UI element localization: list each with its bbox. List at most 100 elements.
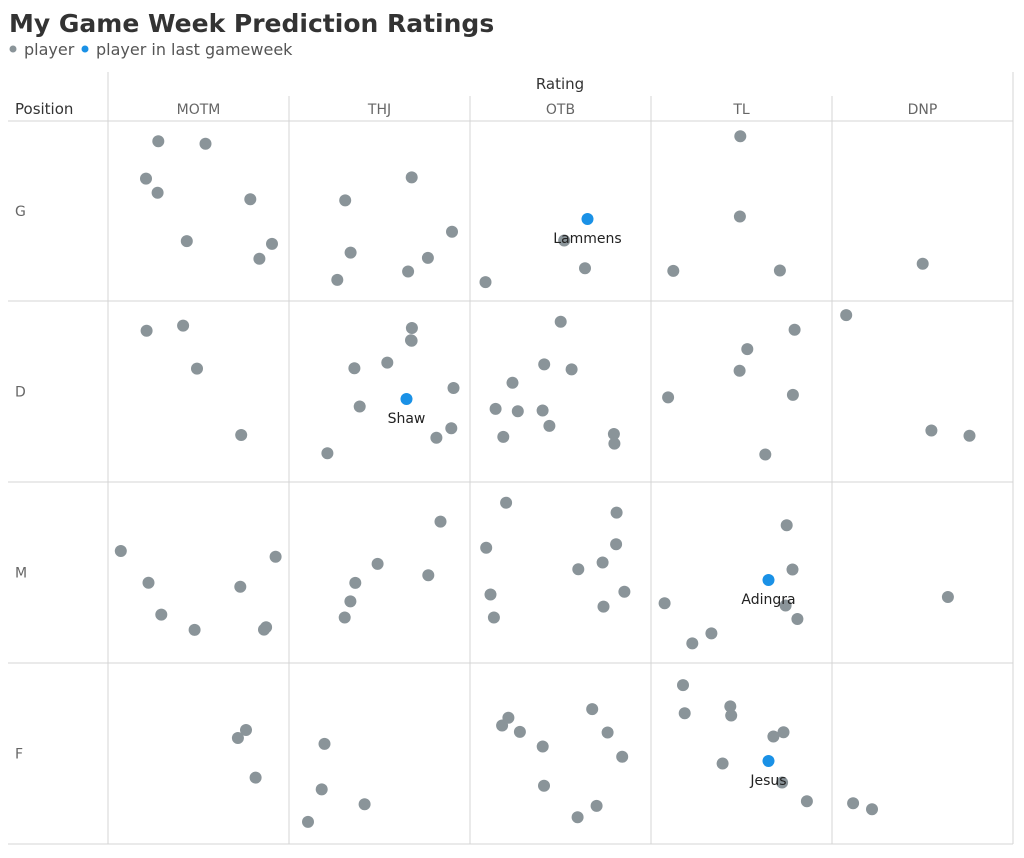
player-point-d-thj (381, 356, 394, 369)
player-point-g-tl (733, 210, 746, 223)
player-point-g-motm (180, 235, 193, 248)
player-point-m-tl (686, 637, 699, 650)
player-point-d-thj (430, 431, 443, 444)
player-point-d-tl (788, 323, 801, 336)
player-point-d-otb (506, 376, 519, 389)
player-point-g-thj (421, 251, 434, 264)
player-point-f-tl (725, 709, 738, 722)
player-point-f-tl (776, 776, 789, 789)
player-point-f-dnp (847, 797, 860, 810)
player-point-m-tl (791, 613, 804, 625)
player-point-m-motm (114, 545, 127, 557)
player-point-f-otb (590, 799, 603, 812)
player-point-m-thj (371, 557, 384, 570)
player-point-d-thj (321, 447, 334, 460)
player-point-m-otb (572, 563, 585, 576)
player-point-f-otb (571, 811, 584, 824)
player-point-f-tl (767, 730, 780, 743)
player-point-m-motm (155, 608, 168, 621)
player-point-m-otb (618, 585, 631, 598)
player-point-f-thj (318, 737, 331, 750)
highlight-point-adingra (762, 574, 775, 586)
player-point-f-otb (513, 725, 526, 738)
player-point-f-otb (616, 750, 629, 763)
player-point-m-otb (487, 611, 500, 624)
player-point-m-dnp (941, 591, 954, 603)
player-point-d-otb (511, 405, 524, 418)
player-point-g-otb (479, 276, 492, 289)
column-label-dnp: DNP (908, 102, 938, 118)
player-point-d-tl (733, 364, 746, 377)
row-label-g: G (15, 204, 26, 220)
player-point-d-dnp (963, 429, 976, 442)
player-point-f-tl (716, 757, 729, 770)
player-point-d-thj (447, 382, 460, 394)
column-label-otb: OTB (546, 102, 575, 118)
player-point-d-motm (191, 362, 203, 375)
player-point-g-thj (405, 171, 418, 184)
player-point-g-motm (253, 252, 266, 265)
player-point-g-thj (344, 246, 357, 259)
player-point-m-otb (610, 506, 623, 519)
highlight-point-shaw (400, 393, 413, 405)
point-label-shaw: Shaw (388, 411, 426, 427)
player-point-m-otb (480, 541, 493, 554)
player-point-m-otb (610, 538, 623, 551)
player-point-g-thj (331, 273, 344, 286)
player-point-f-tl (677, 679, 689, 692)
player-point-m-thj (422, 569, 435, 582)
player-point-g-motm (140, 172, 152, 185)
player-point-m-otb (597, 600, 610, 613)
player-point-g-motm (152, 135, 165, 148)
chart-title: My Game Week Prediction Ratings (9, 9, 494, 38)
player-point-f-tl (678, 707, 691, 720)
legend-label-player: player (24, 40, 75, 59)
player-point-m-tl (705, 627, 718, 640)
row-label-f: F (15, 747, 23, 763)
highlight-point-jesus (762, 755, 775, 767)
player-point-g-tl (667, 264, 680, 277)
player-point-f-thj (302, 815, 314, 828)
player-point-m-motm (188, 623, 201, 636)
player-point-d-otb (497, 430, 510, 443)
player-point-d-thj (445, 422, 458, 435)
highlight-point-lammens (581, 213, 594, 225)
player-point-m-otb (500, 496, 513, 509)
player-point-d-thj (405, 322, 418, 334)
point-label-jesus: Jesus (749, 773, 786, 789)
legend-marker-last-gameweek (81, 45, 89, 53)
player-point-d-otb (554, 315, 567, 328)
player-point-m-otb (484, 588, 497, 601)
column-label-thj: THJ (367, 102, 391, 118)
player-point-g-thj (446, 225, 458, 238)
legend-marker-player (9, 45, 17, 53)
player-point-m-tl (786, 563, 799, 576)
player-point-m-thj (344, 595, 357, 608)
player-point-d-otb (538, 358, 551, 371)
player-point-d-tl (741, 343, 754, 356)
player-point-m-motm (260, 621, 273, 634)
point-labels: Lammens Shaw Adingra Jesus (388, 231, 796, 789)
player-point-d-dnp (925, 424, 938, 437)
player-point-f-otb (586, 703, 599, 716)
player-point-d-thj (348, 362, 361, 375)
player-point-f-motm (240, 724, 252, 736)
player-point-d-otb (489, 402, 502, 415)
player-point-f-thj (358, 798, 371, 811)
player-point-d-thj (353, 400, 366, 413)
player-point-f-tl (724, 700, 737, 713)
player-point-g-tl (734, 130, 747, 143)
player-point-d-thj (405, 334, 418, 347)
player-point-d-dnp (840, 309, 853, 322)
column-axis-title: Rating (536, 75, 584, 93)
player-point-f-thj (315, 783, 328, 796)
player-point-f-tl (777, 726, 790, 739)
player-point-d-motm (177, 319, 190, 332)
player-point-g-tl (773, 264, 786, 277)
legend-label-last-gameweek: player in last gameweek (96, 40, 293, 59)
player-point-m-motm (234, 580, 247, 593)
player-point-f-otb (601, 726, 614, 739)
facet-grid (8, 72, 1014, 845)
column-label-tl: TL (732, 102, 750, 118)
